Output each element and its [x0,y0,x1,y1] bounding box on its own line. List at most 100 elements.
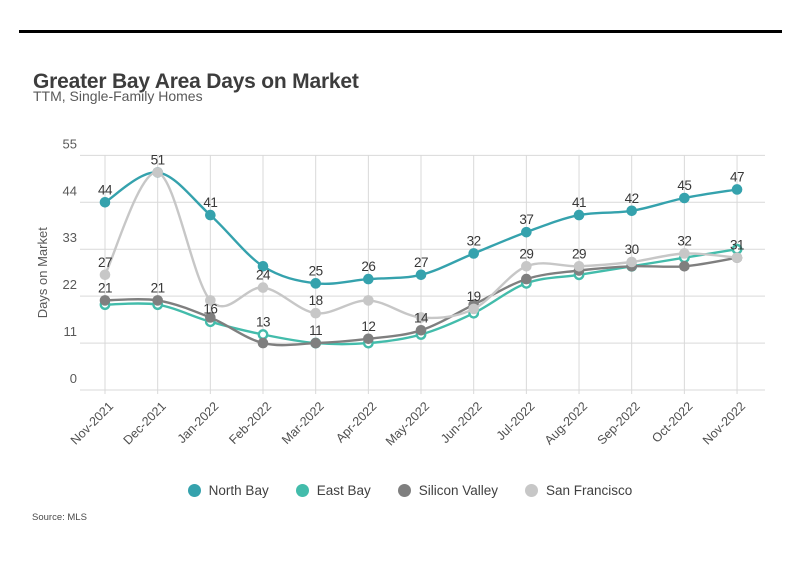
data-label: 32 [467,233,481,248]
data-label: 25 [309,263,323,278]
data-point [257,260,269,272]
data-point [679,192,690,204]
y-tick-label: 44 [63,183,77,198]
data-point [415,324,427,336]
legend-label-san-francisco: San Francisco [546,483,633,498]
data-point [468,303,479,315]
legend-label-east-bay: East Bay [316,483,371,498]
data-point [310,337,321,349]
data-point [679,248,690,259]
x-tick-label: Apr-2022 [333,399,379,445]
data-point [521,260,532,272]
data-label: 11 [309,323,322,338]
data-point [468,248,479,259]
data-point [152,295,163,306]
chart-title: Greater Bay Area Days on Market [33,70,359,94]
x-tick-label: Nov-2022 [700,399,748,447]
data-point [310,278,321,289]
data-label: 24 [256,268,271,283]
data-point [152,167,163,178]
data-point [731,184,743,195]
data-point [257,329,269,340]
data-point [679,260,690,272]
data-point [99,269,111,281]
y-tick-label: 11 [64,324,78,339]
data-label: 12 [361,319,375,334]
data-label: 31 [730,238,744,253]
x-tick-label: Aug-2022 [542,399,590,447]
data-label: 27 [414,255,428,270]
data-label: 29 [572,246,586,261]
data-point [363,295,374,306]
chart-subtitle: TTM, Single-Family Homes [33,88,203,104]
data-point [257,337,269,349]
data-point [310,307,321,319]
data-label: 30 [625,242,639,257]
data-point [363,333,374,345]
data-label: 21 [98,280,112,295]
data-point [99,196,111,208]
legend-item-east-bay: East Bay [295,483,371,498]
legend-marker-east-bay [295,484,309,497]
legend-marker-silicon-valley [397,484,411,497]
legend-marker-san-francisco [525,484,539,497]
x-tick-label: May-2022 [383,399,432,448]
y-axis-title: Days on Market [35,227,50,318]
data-label: 47 [730,169,744,184]
data-label: 18 [309,293,323,308]
data-label: 44 [98,182,113,197]
data-label: 19 [467,289,481,304]
data-label: 21 [151,280,165,295]
chart-legend: North Bay East Bay Silicon Valley San Fr… [80,483,740,498]
data-point [521,273,532,285]
data-point [573,260,585,272]
data-point [205,295,216,306]
x-tick-label: Feb-2022 [226,399,274,447]
data-point [257,282,269,293]
data-point [626,256,637,268]
y-tick-label: 22 [63,277,77,292]
data-point [573,209,585,221]
x-tick-label: Jul-2022 [494,399,538,443]
series-line-san-francisco [103,171,738,320]
top-rule [19,30,782,33]
legend-item-san-francisco: San Francisco [525,483,632,498]
data-label: 37 [519,212,533,227]
data-label: 32 [677,233,691,248]
data-point [99,295,111,306]
y-tick-label: 55 [63,136,77,151]
data-point [415,312,427,323]
data-label: 41 [203,195,217,210]
data-label: 45 [677,178,691,193]
data-label: 41 [572,195,586,210]
x-tick-label: Nov-2021 [68,399,116,447]
data-label: 51 [151,152,165,167]
source-note: Source: MLS [32,512,87,523]
data-label: 13 [256,315,270,330]
legend-marker-north-bay [187,484,201,497]
data-point [363,273,374,285]
data-label: 16 [203,302,217,317]
data-point [205,312,216,323]
legend-item-silicon-valley: Silicon Valley [397,483,499,498]
data-point [521,226,532,238]
y-tick-label: 33 [63,230,77,245]
x-tick-label: Oct-2022 [649,399,695,445]
x-tick-label: Sep-2022 [595,399,643,447]
x-tick-label: Dec-2021 [121,399,169,447]
data-label: 29 [519,246,533,261]
data-label: 27 [98,255,112,270]
data-point [731,252,743,264]
legend-label-north-bay: North Bay [208,483,269,498]
x-tick-label: Jun-2022 [438,399,485,446]
data-label: 26 [361,259,375,274]
x-tick-label: Mar-2022 [279,399,327,447]
data-point [415,269,427,281]
y-tick-label: 0 [70,371,77,386]
data-point [626,205,637,217]
data-label: 42 [625,191,639,206]
data-label: 14 [414,310,429,325]
legend-label-silicon-valley: Silicon Valley [418,483,499,498]
